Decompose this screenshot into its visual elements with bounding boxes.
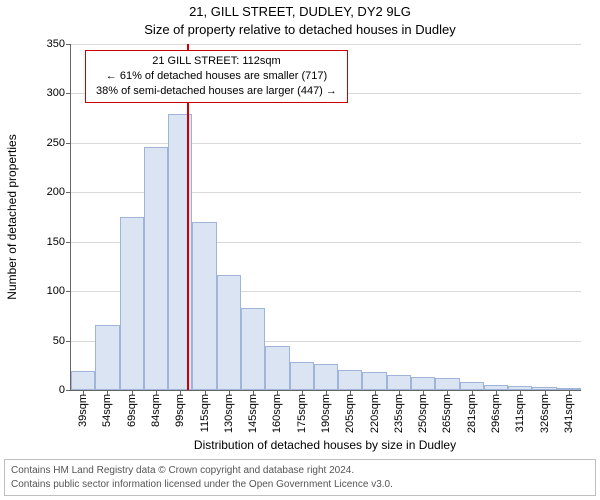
xtick-label: 99sqm — [174, 394, 186, 427]
xtick-label: 190sqm — [320, 394, 332, 433]
xtick-label: 326sqm — [539, 394, 551, 433]
histogram-bar — [435, 378, 459, 390]
footer-attribution: Contains HM Land Registry data © Crown c… — [4, 459, 596, 496]
xtick-label: 84sqm — [150, 394, 162, 427]
xtick-label: 281sqm — [466, 394, 478, 433]
xtick-label: 130sqm — [223, 394, 235, 433]
histogram-bar — [387, 375, 411, 390]
histogram-bar — [314, 364, 338, 390]
histogram-bar — [290, 362, 314, 390]
xtick-label: 175sqm — [296, 394, 308, 433]
footer-line: Contains HM Land Registry data © Crown c… — [11, 464, 589, 478]
gridline — [71, 44, 581, 45]
annotation-line: 21 GILL STREET: 112sqm — [96, 54, 337, 69]
annotation-line: ← 61% of detached houses are smaller (71… — [96, 69, 337, 84]
ytick-label: 100 — [47, 285, 71, 297]
xtick-label: 265sqm — [441, 394, 453, 433]
xtick-label: 235sqm — [393, 394, 405, 433]
chart-canvas: 21, GILL STREET, DUDLEY, DY2 9LG Size of… — [0, 0, 600, 500]
y-axis-title: Number of detached properties — [5, 134, 19, 299]
plot-area: 05010015020025030035039sqm54sqm69sqm84sq… — [70, 44, 581, 391]
ytick-label: 150 — [47, 236, 71, 248]
xtick-label: 220sqm — [369, 394, 381, 433]
xtick-label: 311sqm — [514, 394, 526, 432]
footer-line: Contains public sector information licen… — [11, 478, 589, 492]
ytick-label: 0 — [59, 384, 71, 396]
histogram-bar — [241, 308, 265, 390]
xtick-label: 54sqm — [101, 394, 113, 427]
ytick-label: 350 — [47, 38, 71, 50]
histogram-bar — [338, 370, 362, 390]
histogram-bar — [192, 222, 216, 390]
histogram-bar — [411, 377, 435, 390]
xtick-label: 296sqm — [490, 394, 502, 433]
histogram-bar — [120, 217, 144, 390]
chart-title: 21, GILL STREET, DUDLEY, DY2 9LG — [0, 4, 600, 19]
histogram-bar — [217, 275, 241, 390]
histogram-bar — [460, 382, 484, 390]
histogram-bar — [95, 325, 119, 390]
histogram-bar — [71, 371, 95, 390]
xtick-label: 341sqm — [563, 394, 575, 433]
ytick-label: 250 — [47, 137, 71, 149]
histogram-bar — [362, 372, 386, 390]
x-axis-title: Distribution of detached houses by size … — [70, 438, 580, 452]
ytick-label: 300 — [47, 87, 71, 99]
ytick-label: 50 — [53, 335, 71, 347]
chart-subtitle: Size of property relative to detached ho… — [0, 22, 600, 37]
xtick-label: 145sqm — [247, 394, 259, 433]
xtick-label: 39sqm — [77, 394, 89, 427]
gridline — [71, 143, 581, 144]
xtick-label: 205sqm — [344, 394, 356, 433]
xtick-label: 160sqm — [271, 394, 283, 433]
xtick-label: 115sqm — [199, 394, 211, 432]
ytick-label: 200 — [47, 186, 71, 198]
annotation-line: 38% of semi-detached houses are larger (… — [96, 84, 337, 99]
xtick-label: 69sqm — [126, 394, 138, 427]
histogram-bar — [265, 346, 289, 390]
xtick-label: 250sqm — [417, 394, 429, 433]
histogram-bar — [144, 147, 168, 390]
annotation-box: 21 GILL STREET: 112sqm ← 61% of detached… — [85, 50, 348, 103]
